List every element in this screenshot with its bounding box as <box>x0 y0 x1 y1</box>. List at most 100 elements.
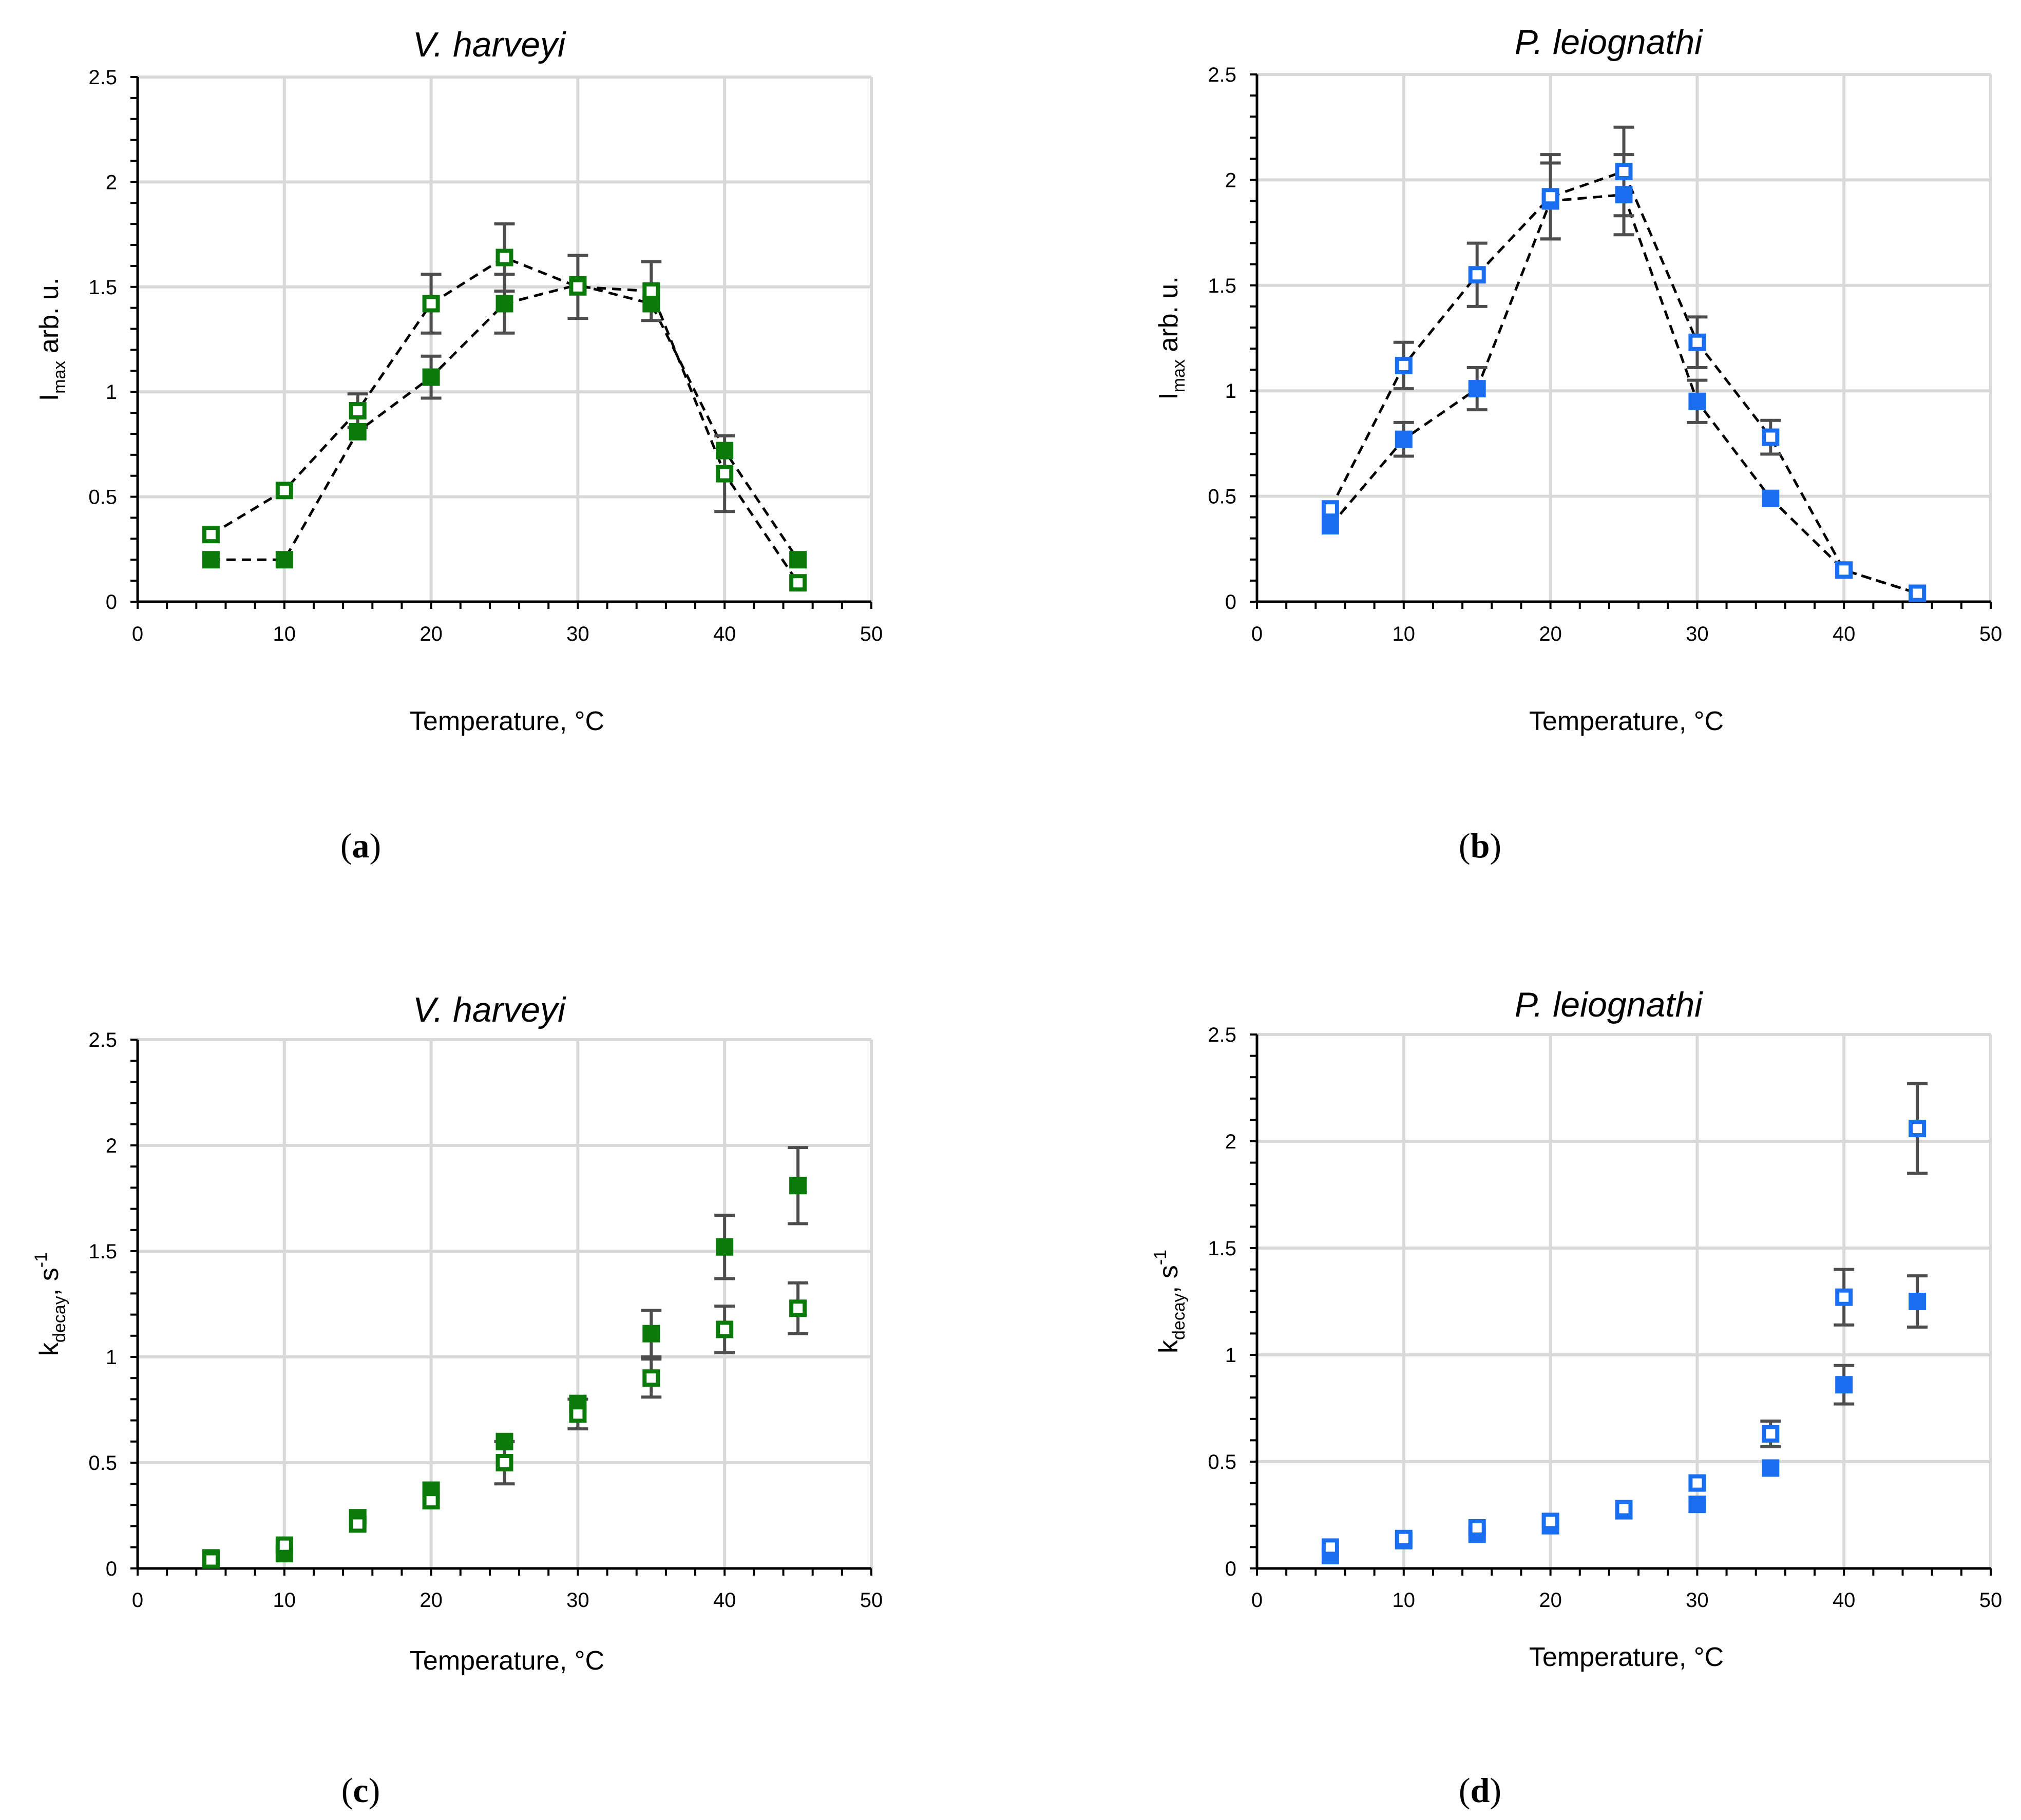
data-point-filled <box>349 423 367 440</box>
data-point-open <box>1909 584 1927 602</box>
data-point-open <box>569 1405 587 1423</box>
data-point-filled <box>495 1432 513 1450</box>
data-point-open <box>1395 1529 1413 1547</box>
data-point-filled <box>642 1325 660 1343</box>
y-tick-label: 0.5 <box>1208 1451 1236 1473</box>
data-point-filled <box>422 368 440 386</box>
y-tick-label: 2.5 <box>1208 1024 1236 1046</box>
data-point-filled <box>789 1177 807 1195</box>
data-point-filled <box>495 295 513 313</box>
series-line-open <box>210 256 799 584</box>
data-point-filled <box>1321 517 1339 535</box>
x-tick-label: 10 <box>273 623 296 645</box>
chart-panel-b: 0 10 20 30 40 50 0 0.5 1 1.5 2 2.5 P. leiognathi Temp… <box>1154 23 2002 865</box>
y-tick-label: 1 <box>106 1346 117 1369</box>
x-tick-label: 20 <box>1539 1589 1562 1612</box>
data-point-open <box>716 465 734 483</box>
y-axis-label-main: I <box>1154 392 1184 399</box>
y-tick-label: 1.5 <box>88 1240 117 1263</box>
x-tick-label: 20 <box>1539 623 1562 645</box>
x-tick-label: 50 <box>860 623 883 645</box>
y-tick-label: 0 <box>1225 591 1236 614</box>
data-point-open <box>1762 428 1780 446</box>
data-point-filled <box>1395 430 1413 448</box>
y-tick-label: 2.5 <box>88 1029 117 1051</box>
data-point-filled <box>1835 1376 1853 1394</box>
data-point-open <box>1541 188 1559 206</box>
y-axis-label: kdecay, s-1 <box>1151 1250 1189 1353</box>
data-point-filled <box>1468 380 1486 398</box>
y-tick-label: 2.5 <box>88 66 117 89</box>
y-tick-label: 2 <box>1225 1131 1236 1153</box>
y-tick-label: 1.5 <box>1208 1237 1236 1260</box>
data-point-open <box>1835 1288 1853 1306</box>
y-axis-label-main: k <box>1154 1339 1184 1353</box>
x-tick-label: 30 <box>1686 623 1709 645</box>
data-point-open <box>1468 266 1486 284</box>
y-tick-label: 1 <box>1225 1344 1236 1367</box>
data-point-filled <box>1909 1293 1927 1310</box>
x-tick-label: 40 <box>713 1589 736 1612</box>
x-tick-label: 0 <box>1251 623 1263 645</box>
data-point-open <box>275 1536 293 1554</box>
panel-label: (d) <box>1459 1771 1501 1810</box>
data-point-open <box>202 526 220 544</box>
x-axis-label: Temperature, °C <box>410 706 604 736</box>
data-point-filled <box>1762 1459 1780 1477</box>
chart-panel-c: 0 10 20 30 40 50 0 0.5 1 1.5 2 2.5 V. harveyi Tempera… <box>31 990 883 1810</box>
x-tick-label: 0 <box>1251 1589 1263 1612</box>
data-point-open <box>349 401 367 419</box>
panel-label-letter: c <box>353 1771 368 1810</box>
data-point-open <box>789 574 807 592</box>
y-tick-label: 2.5 <box>1208 64 1236 86</box>
y-axis-label: Imax arb. u. <box>34 278 69 401</box>
panel-label-close: ) <box>369 1771 380 1810</box>
y-tick-label: 0 <box>106 591 117 614</box>
panel-label-open: ( <box>1459 826 1471 865</box>
data-point-filled <box>716 1238 734 1256</box>
y-axis-label-unit: arb. u. <box>34 278 64 361</box>
x-tick-label: 30 <box>566 1589 589 1612</box>
x-axis-label: Temperature, °C <box>1529 1642 1724 1672</box>
data-point-open <box>349 1515 367 1533</box>
data-point-open <box>1615 162 1633 180</box>
data-point-open <box>1688 1474 1706 1492</box>
y-axis-label-subscript: decay <box>50 1296 69 1343</box>
data-point-open <box>422 1492 440 1510</box>
x-tick-label: 50 <box>860 1589 883 1612</box>
data-point-open <box>1395 356 1413 374</box>
data-point-filled <box>275 551 293 569</box>
panel-label-close: ) <box>1490 1771 1501 1810</box>
chart-panel-a: 0 10 20 30 40 50 0 0.5 1 1.5 2 2.5 V. harveyi Tempera… <box>34 25 883 865</box>
chart-title: V. harveyi <box>413 25 566 64</box>
panel-label-close: ) <box>370 826 382 865</box>
chart-title: V. harveyi <box>413 990 566 1029</box>
panel-label: (a) <box>340 826 381 865</box>
data-point-filled <box>1688 392 1706 410</box>
y-tick-label: 0.5 <box>88 1452 117 1474</box>
y-tick-label: 1.5 <box>1208 275 1236 297</box>
y-axis-label: kdecay, s-1 <box>31 1252 69 1356</box>
y-axis-label-unit: , s <box>34 1268 64 1296</box>
data-point-open <box>495 248 513 266</box>
x-tick-label: 20 <box>420 623 443 645</box>
y-tick-label: 2 <box>106 1135 117 1157</box>
data-point-filled <box>1688 1496 1706 1514</box>
data-point-open <box>1468 1519 1486 1537</box>
x-tick-label: 40 <box>1833 623 1856 645</box>
x-tick-label: 10 <box>1393 1589 1416 1612</box>
data-point-open <box>202 1551 220 1569</box>
data-point-open <box>569 278 587 296</box>
data-point-open <box>1909 1120 1927 1138</box>
y-tick-label: 2 <box>1225 169 1236 191</box>
data-point-filled <box>1762 489 1780 507</box>
data-point-open <box>642 1369 660 1387</box>
x-tick-label: 20 <box>420 1589 443 1612</box>
panel-label-open: ( <box>341 1771 353 1810</box>
x-tick-label: 0 <box>132 623 143 645</box>
x-tick-label: 30 <box>1686 1589 1709 1612</box>
y-axis-label-superscript: -1 <box>31 1252 51 1268</box>
y-axis-label-subscript: max <box>50 361 69 394</box>
x-tick-label: 50 <box>1979 623 2003 645</box>
y-axis-label-superscript: -1 <box>1151 1250 1170 1265</box>
